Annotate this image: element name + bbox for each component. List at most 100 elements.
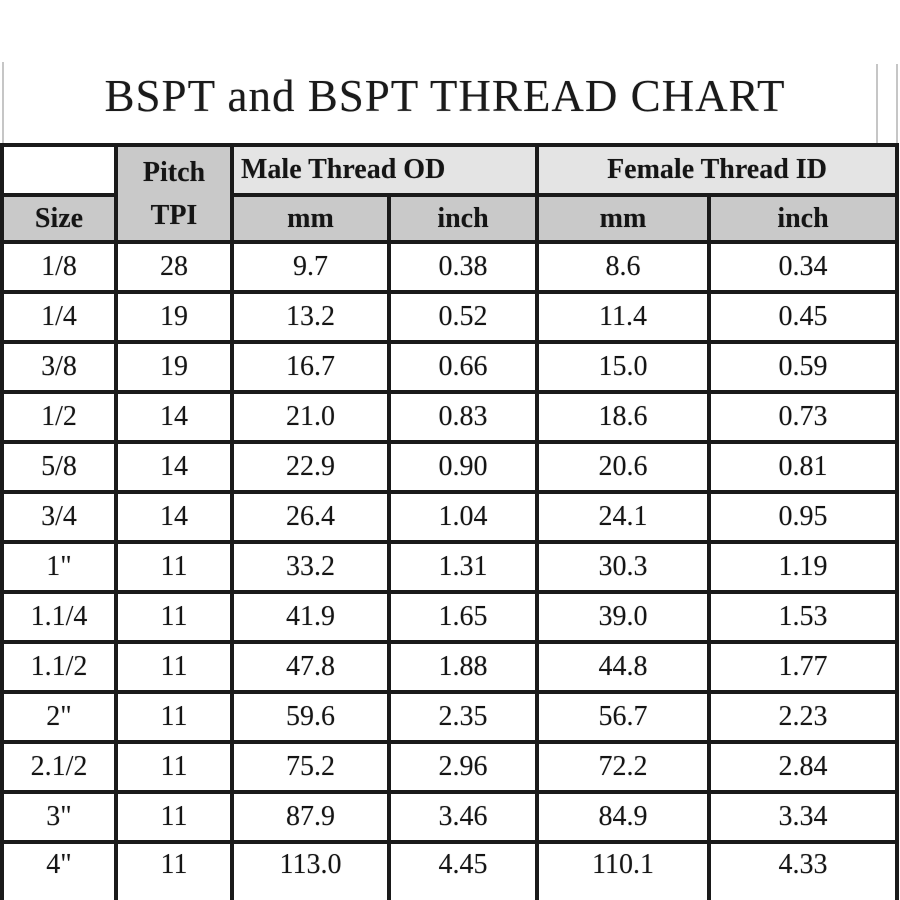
cell-female-id-inch: 0.34 bbox=[707, 240, 899, 294]
cell-pitch-tpi: 11 bbox=[114, 540, 234, 594]
cell-pitch-tpi: 11 bbox=[114, 790, 234, 844]
cell-male-od-mm: 47.8 bbox=[230, 640, 391, 694]
cell-pitch-tpi: 11 bbox=[114, 740, 234, 794]
cell-size: 5/8 bbox=[0, 440, 118, 494]
header-female-thread-id: Female Thread ID bbox=[535, 143, 899, 197]
header-male-inch: inch bbox=[387, 193, 539, 244]
cell-male-od-inch: 0.52 bbox=[387, 290, 539, 344]
cell-female-id-inch: 2.23 bbox=[707, 690, 899, 744]
table-row: 1" 11 33.2 1.31 30.3 1.19 bbox=[0, 540, 899, 594]
cell-male-od-mm: 87.9 bbox=[230, 790, 391, 844]
cell-size: 1/2 bbox=[0, 390, 118, 444]
table-row: 2.1/2 11 75.2 2.96 72.2 2.84 bbox=[0, 740, 899, 794]
cell-size: 2" bbox=[0, 690, 118, 744]
table-row: 1.1/2 11 47.8 1.88 44.8 1.77 bbox=[0, 640, 899, 694]
cell-male-od-mm: 22.9 bbox=[230, 440, 391, 494]
table-row: 1/2 14 21.0 0.83 18.6 0.73 bbox=[0, 390, 899, 444]
thread-chart-table: Pitch TPI Male Thread OD Female Thread I… bbox=[0, 143, 899, 900]
cell-male-od-inch: 0.90 bbox=[387, 440, 539, 494]
cell-male-od-mm: 13.2 bbox=[230, 290, 391, 344]
cell-female-id-inch: 4.33 bbox=[707, 840, 899, 900]
table-row: 5/8 14 22.9 0.90 20.6 0.81 bbox=[0, 440, 899, 494]
table-body: 1/8 28 9.7 0.38 8.6 0.34 1/4 19 13.2 0.5… bbox=[0, 240, 899, 900]
cell-male-od-inch: 1.04 bbox=[387, 490, 539, 544]
cell-female-id-mm: 110.1 bbox=[535, 840, 711, 900]
cell-female-id-mm: 20.6 bbox=[535, 440, 711, 494]
table-row: 1/8 28 9.7 0.38 8.6 0.34 bbox=[0, 240, 899, 294]
cell-female-id-mm: 39.0 bbox=[535, 590, 711, 644]
cell-female-id-inch: 2.84 bbox=[707, 740, 899, 794]
header-male-mm: mm bbox=[230, 193, 391, 244]
cell-size: 1.1/2 bbox=[0, 640, 118, 694]
cell-female-id-mm: 11.4 bbox=[535, 290, 711, 344]
cell-pitch-tpi: 11 bbox=[114, 640, 234, 694]
table-row: 3" 11 87.9 3.46 84.9 3.34 bbox=[0, 790, 899, 844]
header-tpi-label: TPI bbox=[150, 199, 198, 231]
cell-male-od-mm: 59.6 bbox=[230, 690, 391, 744]
cell-size: 3/8 bbox=[0, 340, 118, 394]
table-row: 1/4 19 13.2 0.52 11.4 0.45 bbox=[0, 290, 899, 344]
cell-female-id-mm: 44.8 bbox=[535, 640, 711, 694]
cell-male-od-mm: 113.0 bbox=[230, 840, 391, 900]
cell-pitch-tpi: 14 bbox=[114, 490, 234, 544]
cell-size: 3" bbox=[0, 790, 118, 844]
table-row: 2" 11 59.6 2.35 56.7 2.23 bbox=[0, 690, 899, 744]
cell-male-od-inch: 0.83 bbox=[387, 390, 539, 444]
cell-female-id-mm: 56.7 bbox=[535, 690, 711, 744]
header-male-thread-od: Male Thread OD bbox=[230, 143, 539, 197]
cell-male-od-inch: 1.65 bbox=[387, 590, 539, 644]
cell-male-od-mm: 21.0 bbox=[230, 390, 391, 444]
cell-male-od-inch: 2.35 bbox=[387, 690, 539, 744]
chart-title: BSPT and BSPT THREAD CHART bbox=[104, 71, 786, 121]
header-row-groups: Pitch TPI Male Thread OD Female Thread I… bbox=[0, 143, 899, 244]
cell-female-id-inch: 0.81 bbox=[707, 440, 899, 494]
table-row: 1.1/4 11 41.9 1.65 39.0 1.53 bbox=[0, 590, 899, 644]
cell-female-id-inch: 0.45 bbox=[707, 290, 899, 344]
table-row: 3/8 19 16.7 0.66 15.0 0.59 bbox=[0, 340, 899, 394]
cell-female-id-mm: 84.9 bbox=[535, 790, 711, 844]
cell-male-od-mm: 9.7 bbox=[230, 240, 391, 294]
cell-male-od-mm: 16.7 bbox=[230, 340, 391, 394]
cell-male-od-mm: 41.9 bbox=[230, 590, 391, 644]
cell-size: 3/4 bbox=[0, 490, 118, 544]
cell-male-od-mm: 75.2 bbox=[230, 740, 391, 794]
cell-pitch-tpi: 11 bbox=[114, 840, 234, 900]
cell-male-od-inch: 4.45 bbox=[387, 840, 539, 900]
cell-pitch-tpi: 14 bbox=[114, 390, 234, 444]
cell-male-od-mm: 33.2 bbox=[230, 540, 391, 594]
cell-pitch-tpi: 14 bbox=[114, 440, 234, 494]
cell-female-id-mm: 8.6 bbox=[535, 240, 711, 294]
cell-male-od-mm: 26.4 bbox=[230, 490, 391, 544]
cell-male-od-inch: 0.66 bbox=[387, 340, 539, 394]
cell-female-id-mm: 24.1 bbox=[535, 490, 711, 544]
cell-female-id-mm: 15.0 bbox=[535, 340, 711, 394]
table-row: 3/4 14 26.4 1.04 24.1 0.95 bbox=[0, 490, 899, 544]
cell-female-id-inch: 0.73 bbox=[707, 390, 899, 444]
header-size: Size bbox=[0, 193, 118, 244]
header-pitch-label: Pitch bbox=[142, 156, 206, 188]
cell-female-id-inch: 0.59 bbox=[707, 340, 899, 394]
cell-size: 1.1/4 bbox=[0, 590, 118, 644]
cell-pitch-tpi: 19 bbox=[114, 290, 234, 344]
cell-female-id-mm: 18.6 bbox=[535, 390, 711, 444]
cell-pitch-tpi: 19 bbox=[114, 340, 234, 394]
table-row: 4" 11 113.0 4.45 110.1 4.33 bbox=[0, 840, 899, 900]
cell-size: 1/4 bbox=[0, 290, 118, 344]
cell-male-od-inch: 0.38 bbox=[387, 240, 539, 294]
scan-artifact-line bbox=[876, 64, 878, 143]
cell-female-id-inch: 1.53 bbox=[707, 590, 899, 644]
scan-artifact-line bbox=[2, 62, 4, 145]
cell-female-id-mm: 72.2 bbox=[535, 740, 711, 794]
cell-male-od-inch: 1.88 bbox=[387, 640, 539, 694]
cell-female-id-inch: 1.77 bbox=[707, 640, 899, 694]
header-pitch-tpi: Pitch TPI bbox=[114, 143, 234, 244]
cell-male-od-inch: 2.96 bbox=[387, 740, 539, 794]
header-corner-blank bbox=[0, 143, 118, 197]
cell-size: 4" bbox=[0, 840, 118, 900]
cell-female-id-inch: 1.19 bbox=[707, 540, 899, 594]
cell-size: 1" bbox=[0, 540, 118, 594]
cell-male-od-inch: 3.46 bbox=[387, 790, 539, 844]
cell-female-id-inch: 3.34 bbox=[707, 790, 899, 844]
cell-pitch-tpi: 11 bbox=[114, 690, 234, 744]
